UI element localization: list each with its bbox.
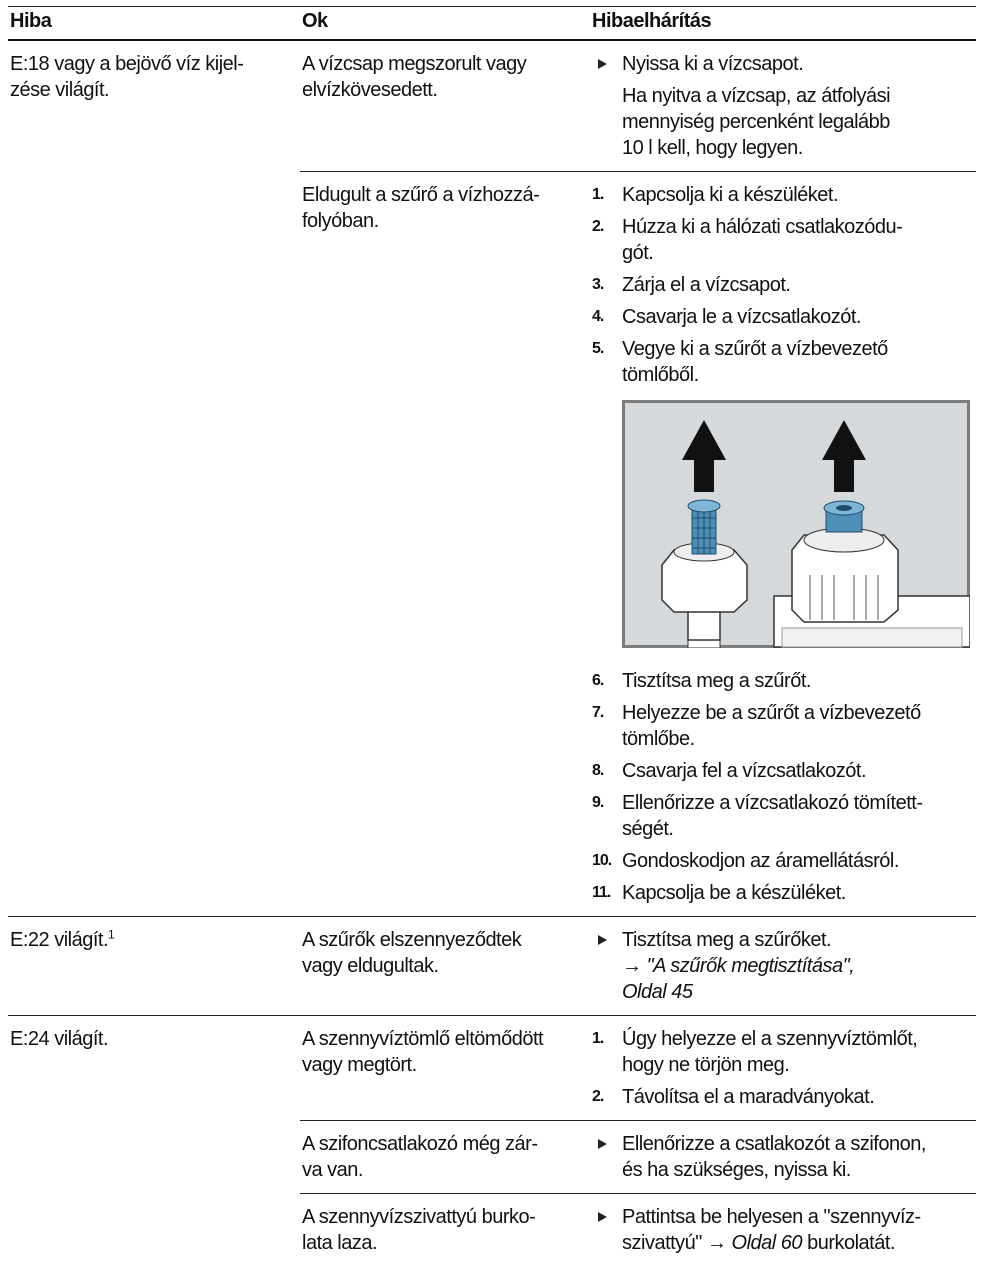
footnote-mark: 1 xyxy=(108,927,114,941)
step: 11.Kapcsolja be a készüléket. xyxy=(592,880,970,906)
step: 5.Vegye ki a szűrőt a vízbevezető tömlőb… xyxy=(592,336,970,388)
remedy-cell: Pattintsa be helyesen a "szennyvíz- sziv… xyxy=(590,1194,976,1266)
step-text: Tisztítsa meg a szűrőt. xyxy=(622,668,970,694)
step-number: 10. xyxy=(592,848,622,874)
table-row: E:18 vagy a bejövő víz kijel- zése világ… xyxy=(8,40,976,172)
step-text: Távolítsa el a maradványokat. xyxy=(622,1084,970,1110)
step-text: Húzza ki a hálózati csatlakozódu- gót. xyxy=(622,214,970,266)
step: 2.Húzza ki a hálózati csatlakozódu- gót. xyxy=(592,214,970,266)
fault-cell: E:22 világít.1 xyxy=(8,917,300,1016)
step-number: 3. xyxy=(592,272,622,298)
fault-cell: E:24 világít. xyxy=(8,1016,300,1266)
fault-text: E:18 vagy a bejövő víz kijel- zése világ… xyxy=(10,53,243,101)
step-text: Csavarja le a vízcsatlakozót. xyxy=(622,304,970,330)
bullet xyxy=(592,927,622,1005)
bullet-item: Pattintsa be helyesen a "szennyvíz- sziv… xyxy=(592,1204,970,1256)
remedy-cell: Ellenőrizze a csatlakozót a szifonon, és… xyxy=(590,1121,976,1194)
cause-cell: A szifoncsatlakozó még zár- va van. xyxy=(300,1121,590,1194)
remedy-cell: 1.Kapcsolja ki a készüléket.2.Húzza ki a… xyxy=(590,172,976,917)
cause-cell: A szűrők elszennyeződtek vagy eldugultak… xyxy=(300,917,590,1016)
table-body: E:18 vagy a bejövő víz kijel- zése világ… xyxy=(8,40,976,1266)
step-number: 5. xyxy=(592,336,622,388)
step-text: Kapcsolja ki a készüléket. xyxy=(622,182,970,208)
action-body: Pattintsa be helyesen a "szennyvíz- sziv… xyxy=(622,1204,970,1256)
step-number: 8. xyxy=(592,758,622,784)
step-number: 2. xyxy=(592,214,622,266)
step-text: Helyezze be a szűrőt a vízbevezető tömlő… xyxy=(622,700,970,752)
bullet xyxy=(592,51,622,161)
action-text: Tisztítsa meg a szűrőket. xyxy=(622,929,831,951)
bullet xyxy=(592,1131,622,1183)
step: 1.Kapcsolja ki a készüléket. xyxy=(592,182,970,208)
remedy-cell: Nyissa ki a vízcsapot. Ha nyitva a vízcsa… xyxy=(590,40,976,172)
column-header: Hibaelhárítás xyxy=(590,7,976,41)
step: 9.Ellenőrizze a vízcsatlakozó tömített- … xyxy=(592,790,970,842)
action-body: Ellenőrizze a csatlakozót a szifonon, és… xyxy=(622,1131,970,1183)
fault-text: E:22 világít. xyxy=(10,929,108,951)
step-text: Zárja el a vízcsapot. xyxy=(622,272,970,298)
step: 7.Helyezze be a szűrőt a vízbevezető töm… xyxy=(592,700,970,752)
step-text: Vegye ki a szűrőt a vízbevezető tömlőből… xyxy=(622,336,970,388)
fault-text: E:24 világít. xyxy=(10,1028,108,1050)
bullet-item: Ellenőrizze a csatlakozót a szifonon, és… xyxy=(592,1131,970,1183)
step-number: 2. xyxy=(592,1084,622,1110)
bullet-item: Tisztítsa meg a szűrőket. → "A szűrők me… xyxy=(592,927,970,1005)
step: 10.Gondoskodjon az áramellátásról. xyxy=(592,848,970,874)
action-body: Nyissa ki a vízcsapot. Ha nyitva a vízcsa… xyxy=(622,51,970,161)
step-text: Gondoskodjon az áramellátásról. xyxy=(622,848,970,874)
reference-link: Oldal 60 xyxy=(732,1232,803,1254)
filter-illustration xyxy=(622,400,970,648)
table-row: E:24 világít. A szennyvíztömlő eltömődött… xyxy=(8,1016,976,1121)
step: 2.Távolítsa el a maradványokat. xyxy=(592,1084,970,1110)
bullet-item: Nyissa ki a vízcsapot. Ha nyitva a vízcsa… xyxy=(592,51,970,161)
column-header: Hiba xyxy=(8,7,300,41)
step: 3.Zárja el a vízcsapot. xyxy=(592,272,970,298)
step-number: 4. xyxy=(592,304,622,330)
remedy-cell: Tisztítsa meg a szűrőket. → "A szűrők me… xyxy=(590,917,976,1016)
fault-cell: E:18 vagy a bejövő víz kijel- zése világ… xyxy=(8,40,300,917)
cause-cell: A vízcsap megszorult vagy elvízkövesedet… xyxy=(300,40,590,172)
cause-cell: A szennyvíztömlő eltömődött vagy megtört… xyxy=(300,1016,590,1121)
step-number: 9. xyxy=(592,790,622,842)
cause-cell: Eldugult a szűrő a vízhozzá- folyóban. xyxy=(300,172,590,917)
step: 8.Csavarja fel a vízcsatlakozót. xyxy=(592,758,970,784)
step: 4.Csavarja le a vízcsatlakozót. xyxy=(592,304,970,330)
action-body: Tisztítsa meg a szűrőket. → "A szűrők me… xyxy=(622,927,970,1005)
step-text: Kapcsolja be a készüléket. xyxy=(622,880,970,906)
action-text: Ellenőrizze a csatlakozót a szifonon, és… xyxy=(622,1133,926,1181)
column-header: Ok xyxy=(300,7,590,41)
action-text: Nyissa ki a vízcsapot. xyxy=(622,53,803,75)
action-text-after: burkolatát. xyxy=(802,1232,895,1254)
reference-link: → "A szűrők megtisztítása", Oldal 45 xyxy=(622,955,854,1003)
step-text: Úgy helyezze el a szennyvíztömlőt, hogy … xyxy=(622,1026,970,1078)
step-text: Ellenőrizze a vízcsatlakozó tömített- sé… xyxy=(622,790,970,842)
bullet xyxy=(592,1204,622,1256)
cause-cell: A szennyvízszivattyú burko- lata laza. xyxy=(300,1194,590,1266)
remedy-cell: 1.Úgy helyezze el a szennyvíztömlőt, hog… xyxy=(590,1016,976,1121)
step-number: 1. xyxy=(592,1026,622,1078)
step-text: Csavarja fel a vízcsatlakozót. xyxy=(622,758,970,784)
step-number: 6. xyxy=(592,668,622,694)
step-number: 7. xyxy=(592,700,622,752)
action-note: Ha nyitva a vízcsap, az átfolyási mennyi… xyxy=(622,83,970,161)
step-number: 1. xyxy=(592,182,622,208)
step: 6.Tisztítsa meg a szűrőt. xyxy=(592,668,970,694)
step-number: 11. xyxy=(592,880,622,906)
step: 1.Úgy helyezze el a szennyvíztömlőt, hog… xyxy=(592,1026,970,1078)
